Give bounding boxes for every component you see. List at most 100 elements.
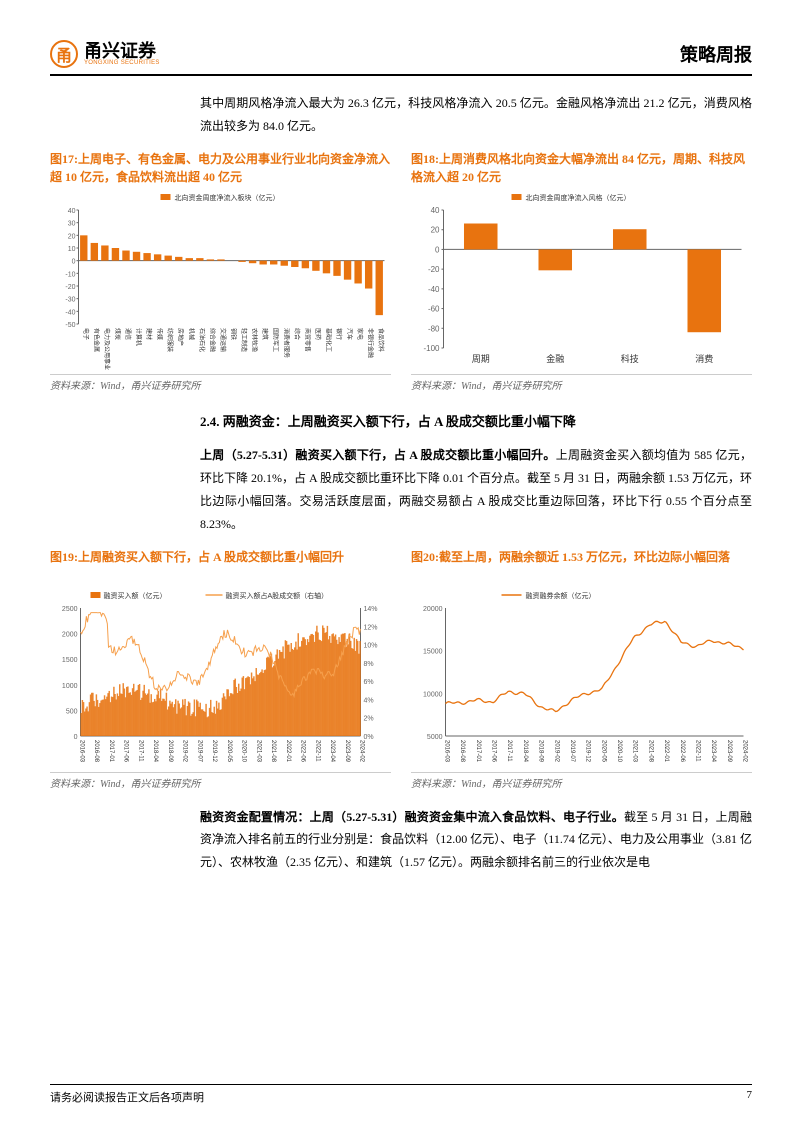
svg-text:2021-08: 2021-08 — [270, 740, 276, 763]
svg-text:500: 500 — [66, 708, 78, 715]
svg-text:2022-01: 2022-01 — [285, 740, 291, 763]
svg-text:2500: 2500 — [62, 606, 78, 613]
svg-text:北向资金周度净流入板块（亿元）: 北向资金周度净流入板块（亿元） — [175, 193, 280, 202]
chart18: 北向资金周度净流入风格（亿元）-100-80-60-40-2002040周期金融… — [411, 192, 752, 372]
svg-text:-20: -20 — [428, 265, 440, 274]
svg-text:2020-05: 2020-05 — [226, 740, 232, 763]
page-footer: 请务必阅读报告正文后各项声明 7 — [50, 1084, 752, 1105]
svg-text:12%: 12% — [364, 624, 378, 631]
svg-text:家电: 家电 — [356, 328, 364, 340]
svg-text:交通运输: 交通运输 — [219, 328, 227, 352]
page-header: 甬 甬兴证券 YONGXING SECURITIES 策略周报 — [50, 40, 752, 76]
svg-text:2021-03: 2021-03 — [255, 740, 261, 763]
svg-text:周期: 周期 — [472, 354, 490, 364]
section-2-4-para: 上周（5.27-5.31）融资买入额下行，占 A 股成交额比重小幅回升。上周融资… — [200, 444, 752, 535]
svg-text:融资买入额占A股成交额（右轴）: 融资买入额占A股成交额（右轴） — [226, 591, 329, 600]
svg-text:2017-11: 2017-11 — [137, 740, 143, 762]
svg-text:15000: 15000 — [423, 648, 443, 655]
chart-row-2: 图19:上周融资买入额下行，占 A 股成交额比重小幅回升 融资买入额（亿元） 融资… — [50, 548, 752, 790]
chart20-title: 图20:截至上周，两融余额近 1.53 万亿元，环比边际小幅回落 — [411, 548, 752, 584]
page-container: 甬 甬兴证券 YONGXING SECURITIES 策略周报 其中周期风格净流… — [0, 0, 802, 1133]
svg-text:非银行金融: 非银行金融 — [367, 328, 375, 358]
svg-text:融资买入额（亿元）: 融资买入额（亿元） — [104, 591, 167, 600]
footer-disclaimer: 请务必阅读报告正文后各项声明 — [50, 1089, 204, 1105]
svg-text:2019-02: 2019-02 — [553, 740, 559, 763]
svg-text:2019-07: 2019-07 — [196, 740, 202, 763]
svg-text:农林牧渔: 农林牧渔 — [251, 328, 259, 352]
svg-text:-80: -80 — [428, 324, 440, 333]
svg-text:14%: 14% — [364, 606, 378, 613]
logo-mark: 甬 — [50, 40, 78, 68]
chart-row-1: 图17:上周电子、有色金属、电力及公用事业行业北向资金净流入超 10 亿元，食品… — [50, 150, 752, 392]
svg-text:轻工制造: 轻工制造 — [240, 328, 248, 352]
svg-text:10: 10 — [68, 246, 76, 253]
svg-text:融资融券余额（亿元）: 融资融券余额（亿元） — [526, 591, 596, 600]
svg-text:0: 0 — [435, 245, 440, 254]
svg-text:2023-09: 2023-09 — [726, 740, 732, 763]
page-number: 7 — [747, 1089, 753, 1105]
svg-text:汽车: 汽车 — [346, 328, 354, 340]
svg-text:商贸零售: 商贸零售 — [303, 328, 311, 352]
svg-text:2017-06: 2017-06 — [491, 740, 497, 763]
svg-text:2021-03: 2021-03 — [632, 740, 638, 763]
svg-text:40: 40 — [431, 206, 440, 215]
svg-text:2024-02: 2024-02 — [359, 740, 365, 763]
svg-text:钢铁: 钢铁 — [230, 328, 238, 340]
svg-text:电力及公用事业: 电力及公用事业 — [103, 328, 111, 370]
svg-text:综合: 综合 — [293, 328, 301, 340]
chart19-source: 资料来源：Wind，甬兴证券研究所 — [50, 772, 391, 790]
svg-text:基础化工: 基础化工 — [324, 328, 332, 352]
chart19: 融资买入额（亿元）融资买入额占A股成交额（右轴）0500100015002000… — [50, 590, 391, 770]
svg-text:0: 0 — [74, 734, 78, 741]
svg-text:医药: 医药 — [314, 328, 322, 340]
svg-text:-40: -40 — [65, 309, 75, 316]
svg-text:-60: -60 — [428, 304, 440, 313]
svg-text:-30: -30 — [65, 296, 75, 303]
chart20-source: 资料来源：Wind，甬兴证券研究所 — [411, 772, 752, 790]
logo-en-text: YONGXING SECURITIES — [84, 60, 160, 66]
svg-text:石油石化: 石油石化 — [198, 328, 206, 352]
svg-text:20: 20 — [68, 233, 76, 240]
svg-text:2018-04: 2018-04 — [522, 740, 528, 763]
svg-text:有色金属: 有色金属 — [92, 328, 100, 352]
svg-text:2017-01: 2017-01 — [475, 740, 481, 763]
svg-text:2019-12: 2019-12 — [585, 740, 591, 763]
chart18-cell: 图18:上周消费风格北向资金大幅净流出 84 亿元，周期、科技风格流入超 20 … — [411, 150, 752, 392]
svg-text:1000: 1000 — [62, 682, 78, 689]
svg-text:2020-05: 2020-05 — [600, 740, 606, 763]
svg-text:-10: -10 — [65, 271, 75, 278]
svg-text:-40: -40 — [428, 284, 440, 293]
svg-text:6%: 6% — [364, 679, 374, 686]
svg-text:电子: 电子 — [82, 328, 90, 340]
svg-text:4%: 4% — [364, 697, 374, 704]
svg-text:2017-11: 2017-11 — [506, 740, 512, 762]
svg-text:2%: 2% — [364, 715, 374, 722]
svg-text:消费者服务: 消费者服务 — [282, 328, 290, 358]
svg-text:20: 20 — [431, 225, 440, 234]
svg-text:2016-08: 2016-08 — [93, 740, 99, 763]
chart19-title: 图19:上周融资买入额下行，占 A 股成交额比重小幅回升 — [50, 548, 391, 584]
svg-text:建材: 建材 — [145, 328, 153, 340]
svg-text:1500: 1500 — [62, 657, 78, 664]
svg-text:计算机: 计算机 — [135, 328, 143, 346]
chart20-cell: 图20:截至上周，两融余额近 1.53 万亿元，环比边际小幅回落 融资融券余额（… — [411, 548, 752, 790]
svg-text:传媒: 传媒 — [156, 328, 164, 340]
svg-text:2018-09: 2018-09 — [167, 740, 173, 763]
svg-text:5000: 5000 — [427, 734, 443, 741]
chart18-source: 资料来源：Wind，甬兴证券研究所 — [411, 374, 752, 392]
svg-text:40: 40 — [68, 208, 76, 215]
svg-text:2023-09: 2023-09 — [344, 740, 350, 763]
svg-text:房地产: 房地产 — [177, 328, 185, 346]
svg-text:2016-03: 2016-03 — [79, 740, 85, 763]
svg-text:8%: 8% — [364, 660, 374, 667]
logo-cn-text: 甬兴证券 — [84, 42, 160, 60]
svg-text:煤炭: 煤炭 — [113, 328, 121, 340]
top-paragraph: 其中周期风格净流入最大为 26.3 亿元，科技风格净流入 20.5 亿元。金融风… — [200, 92, 752, 138]
chart17: 北向资金周度净流入板块（亿元）-50-40-30-20-10010203040电… — [50, 192, 391, 372]
svg-text:2017-06: 2017-06 — [123, 740, 129, 763]
svg-text:2020-10: 2020-10 — [241, 740, 247, 763]
svg-text:20000: 20000 — [423, 606, 443, 613]
svg-text:2018-04: 2018-04 — [152, 740, 158, 763]
chart17-cell: 图17:上周电子、有色金属、电力及公用事业行业北向资金净流入超 10 亿元，食品… — [50, 150, 391, 392]
svg-text:纺织服装: 纺织服装 — [166, 328, 174, 352]
